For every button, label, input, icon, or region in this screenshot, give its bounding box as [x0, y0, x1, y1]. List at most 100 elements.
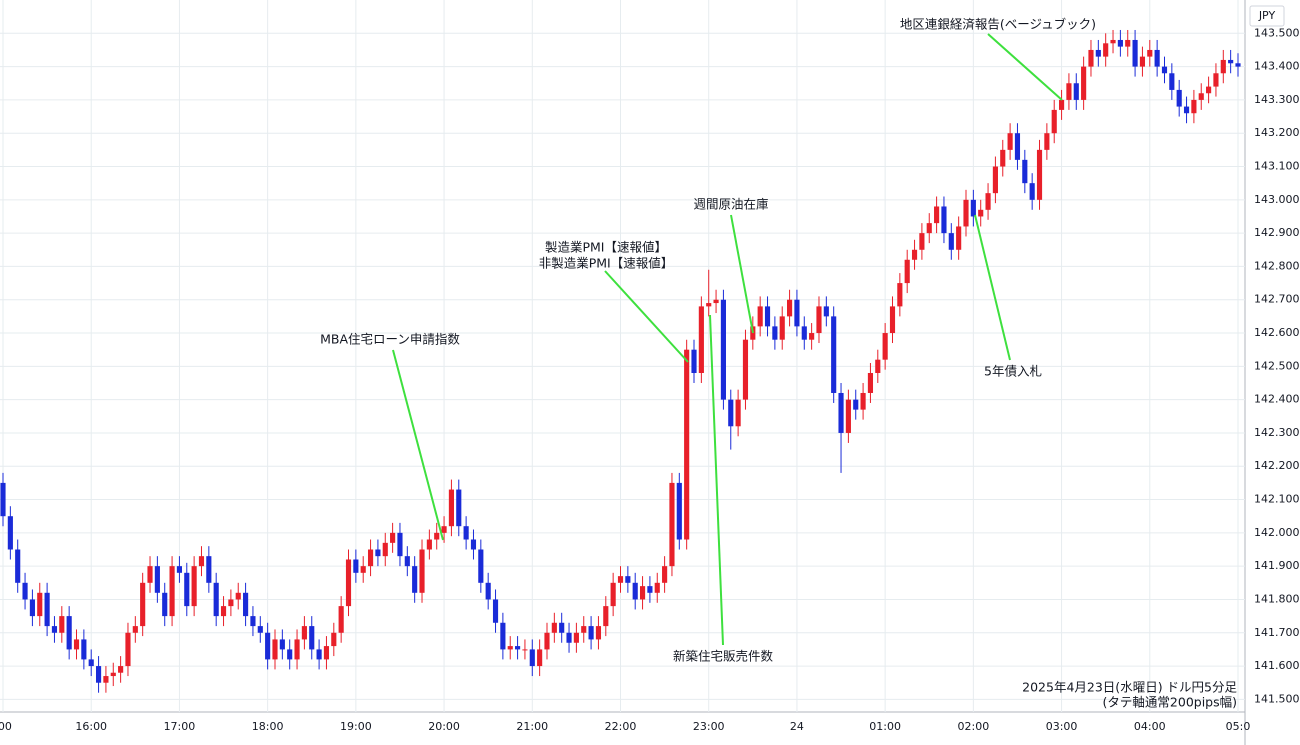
candle-body — [831, 316, 837, 393]
candle-body — [1235, 63, 1241, 67]
candle-body — [706, 303, 712, 307]
y-tick-label: 143.400 — [1254, 60, 1300, 73]
candle-body — [1088, 49, 1094, 67]
y-tick-label: 143.500 — [1254, 26, 1300, 39]
candle-body — [140, 582, 146, 627]
candle-body — [1198, 93, 1204, 100]
candle-body — [1213, 73, 1219, 87]
footer-text: 2025年4月23日(水曜日) ドル円5分足 — [1022, 680, 1237, 695]
candle-body — [441, 526, 447, 533]
candle-body — [1073, 83, 1079, 100]
candle-body — [412, 566, 418, 593]
x-tick-label: 04:00 — [1134, 720, 1166, 733]
candle-body — [1044, 133, 1050, 150]
candle-body — [801, 326, 807, 340]
annotation-text: 地区連銀経済報告(ベージュブック) — [900, 17, 1096, 32]
candle-body — [243, 592, 249, 617]
candle-body — [309, 626, 315, 650]
y-tick-label: 142.000 — [1254, 526, 1300, 539]
candle-body — [44, 592, 50, 627]
candle-body — [794, 299, 800, 327]
candle-body — [566, 632, 572, 643]
annotations: MBA住宅ローン申請指数 製造業PMI【速報値】 非製造業PMI【速報値】 週間… — [320, 17, 1237, 710]
candle-body — [669, 482, 675, 567]
y-tick-label: 142.700 — [1254, 293, 1300, 306]
x-tick-label: 01:00 — [869, 720, 901, 733]
y-tick-label: 142.500 — [1254, 359, 1300, 372]
y-tick-label: 142.200 — [1254, 459, 1300, 472]
candle-body — [647, 586, 653, 593]
candle-body — [1169, 73, 1175, 90]
x-tick-label: 03:00 — [1046, 720, 1078, 733]
candle-body — [1081, 66, 1087, 100]
x-tick-label: 17:00 — [164, 720, 196, 733]
currency-box — [1249, 5, 1285, 27]
candle-body — [478, 549, 484, 583]
candle-body — [59, 616, 65, 633]
candle-body — [110, 672, 116, 677]
candle-body — [294, 639, 300, 660]
candle-body — [103, 676, 109, 683]
candle-body — [169, 566, 175, 617]
currency-label: JPY — [1258, 9, 1276, 22]
candle-body — [625, 576, 631, 583]
candle-body — [1191, 99, 1197, 114]
candle-body — [279, 639, 285, 650]
annotation-line — [730, 214, 754, 334]
candle-body — [515, 646, 521, 650]
candle-body — [331, 632, 337, 647]
candle-body — [1014, 133, 1021, 160]
candle-body — [66, 616, 72, 650]
candle-body — [1206, 86, 1212, 94]
candle-body — [213, 582, 219, 617]
y-tick-label: 141.700 — [1254, 626, 1300, 639]
candle-body — [184, 572, 190, 607]
candle-body — [1029, 183, 1035, 200]
candle-body — [353, 559, 359, 573]
annotation-text: 製造業PMI【速報値】 — [545, 240, 667, 255]
candle-body — [1183, 106, 1190, 114]
candle-body — [720, 299, 726, 400]
candle-body — [500, 622, 506, 650]
candle-body — [941, 206, 947, 234]
candle-body — [228, 599, 234, 607]
candle-body — [22, 582, 28, 600]
candle-body — [220, 606, 227, 617]
x-tick-label: 19:00 — [340, 720, 372, 733]
x-tick-label: :00 — [0, 720, 12, 733]
candle-body — [397, 532, 403, 557]
candle-body — [360, 566, 366, 573]
candle-body — [162, 592, 168, 617]
y-tick-label: 143.000 — [1254, 193, 1300, 206]
candle-body — [911, 249, 918, 260]
candle-body — [970, 199, 976, 217]
candle-body — [860, 392, 866, 410]
candle-body — [559, 622, 565, 633]
candle-body — [132, 626, 138, 633]
candle-body — [537, 649, 543, 667]
x-tick-label: 22:00 — [605, 720, 637, 733]
candle-body — [1007, 133, 1013, 150]
candle-body — [125, 632, 131, 667]
candle-body — [206, 556, 212, 583]
candle-body — [742, 339, 749, 400]
candle-body — [81, 639, 87, 660]
x-tick-label: 21:00 — [516, 720, 548, 733]
candle-body — [1161, 66, 1168, 74]
candle-body — [610, 582, 616, 607]
candle-body — [492, 599, 499, 623]
x-tick-label: 05:0 — [1226, 720, 1251, 733]
candle-body — [926, 223, 932, 234]
candle-body — [698, 306, 704, 373]
candle-body — [404, 556, 410, 567]
x-tick-label: 16:00 — [75, 720, 107, 733]
candle-body — [265, 632, 271, 660]
y-tick-label: 142.300 — [1254, 426, 1300, 439]
annotation-text: 週間原油在庫 — [693, 197, 768, 212]
candle-body — [639, 586, 646, 600]
y-tick-label: 141.800 — [1254, 592, 1300, 605]
candle-body — [1176, 89, 1182, 107]
candle-body — [257, 626, 263, 633]
candle-body — [1125, 39, 1131, 47]
